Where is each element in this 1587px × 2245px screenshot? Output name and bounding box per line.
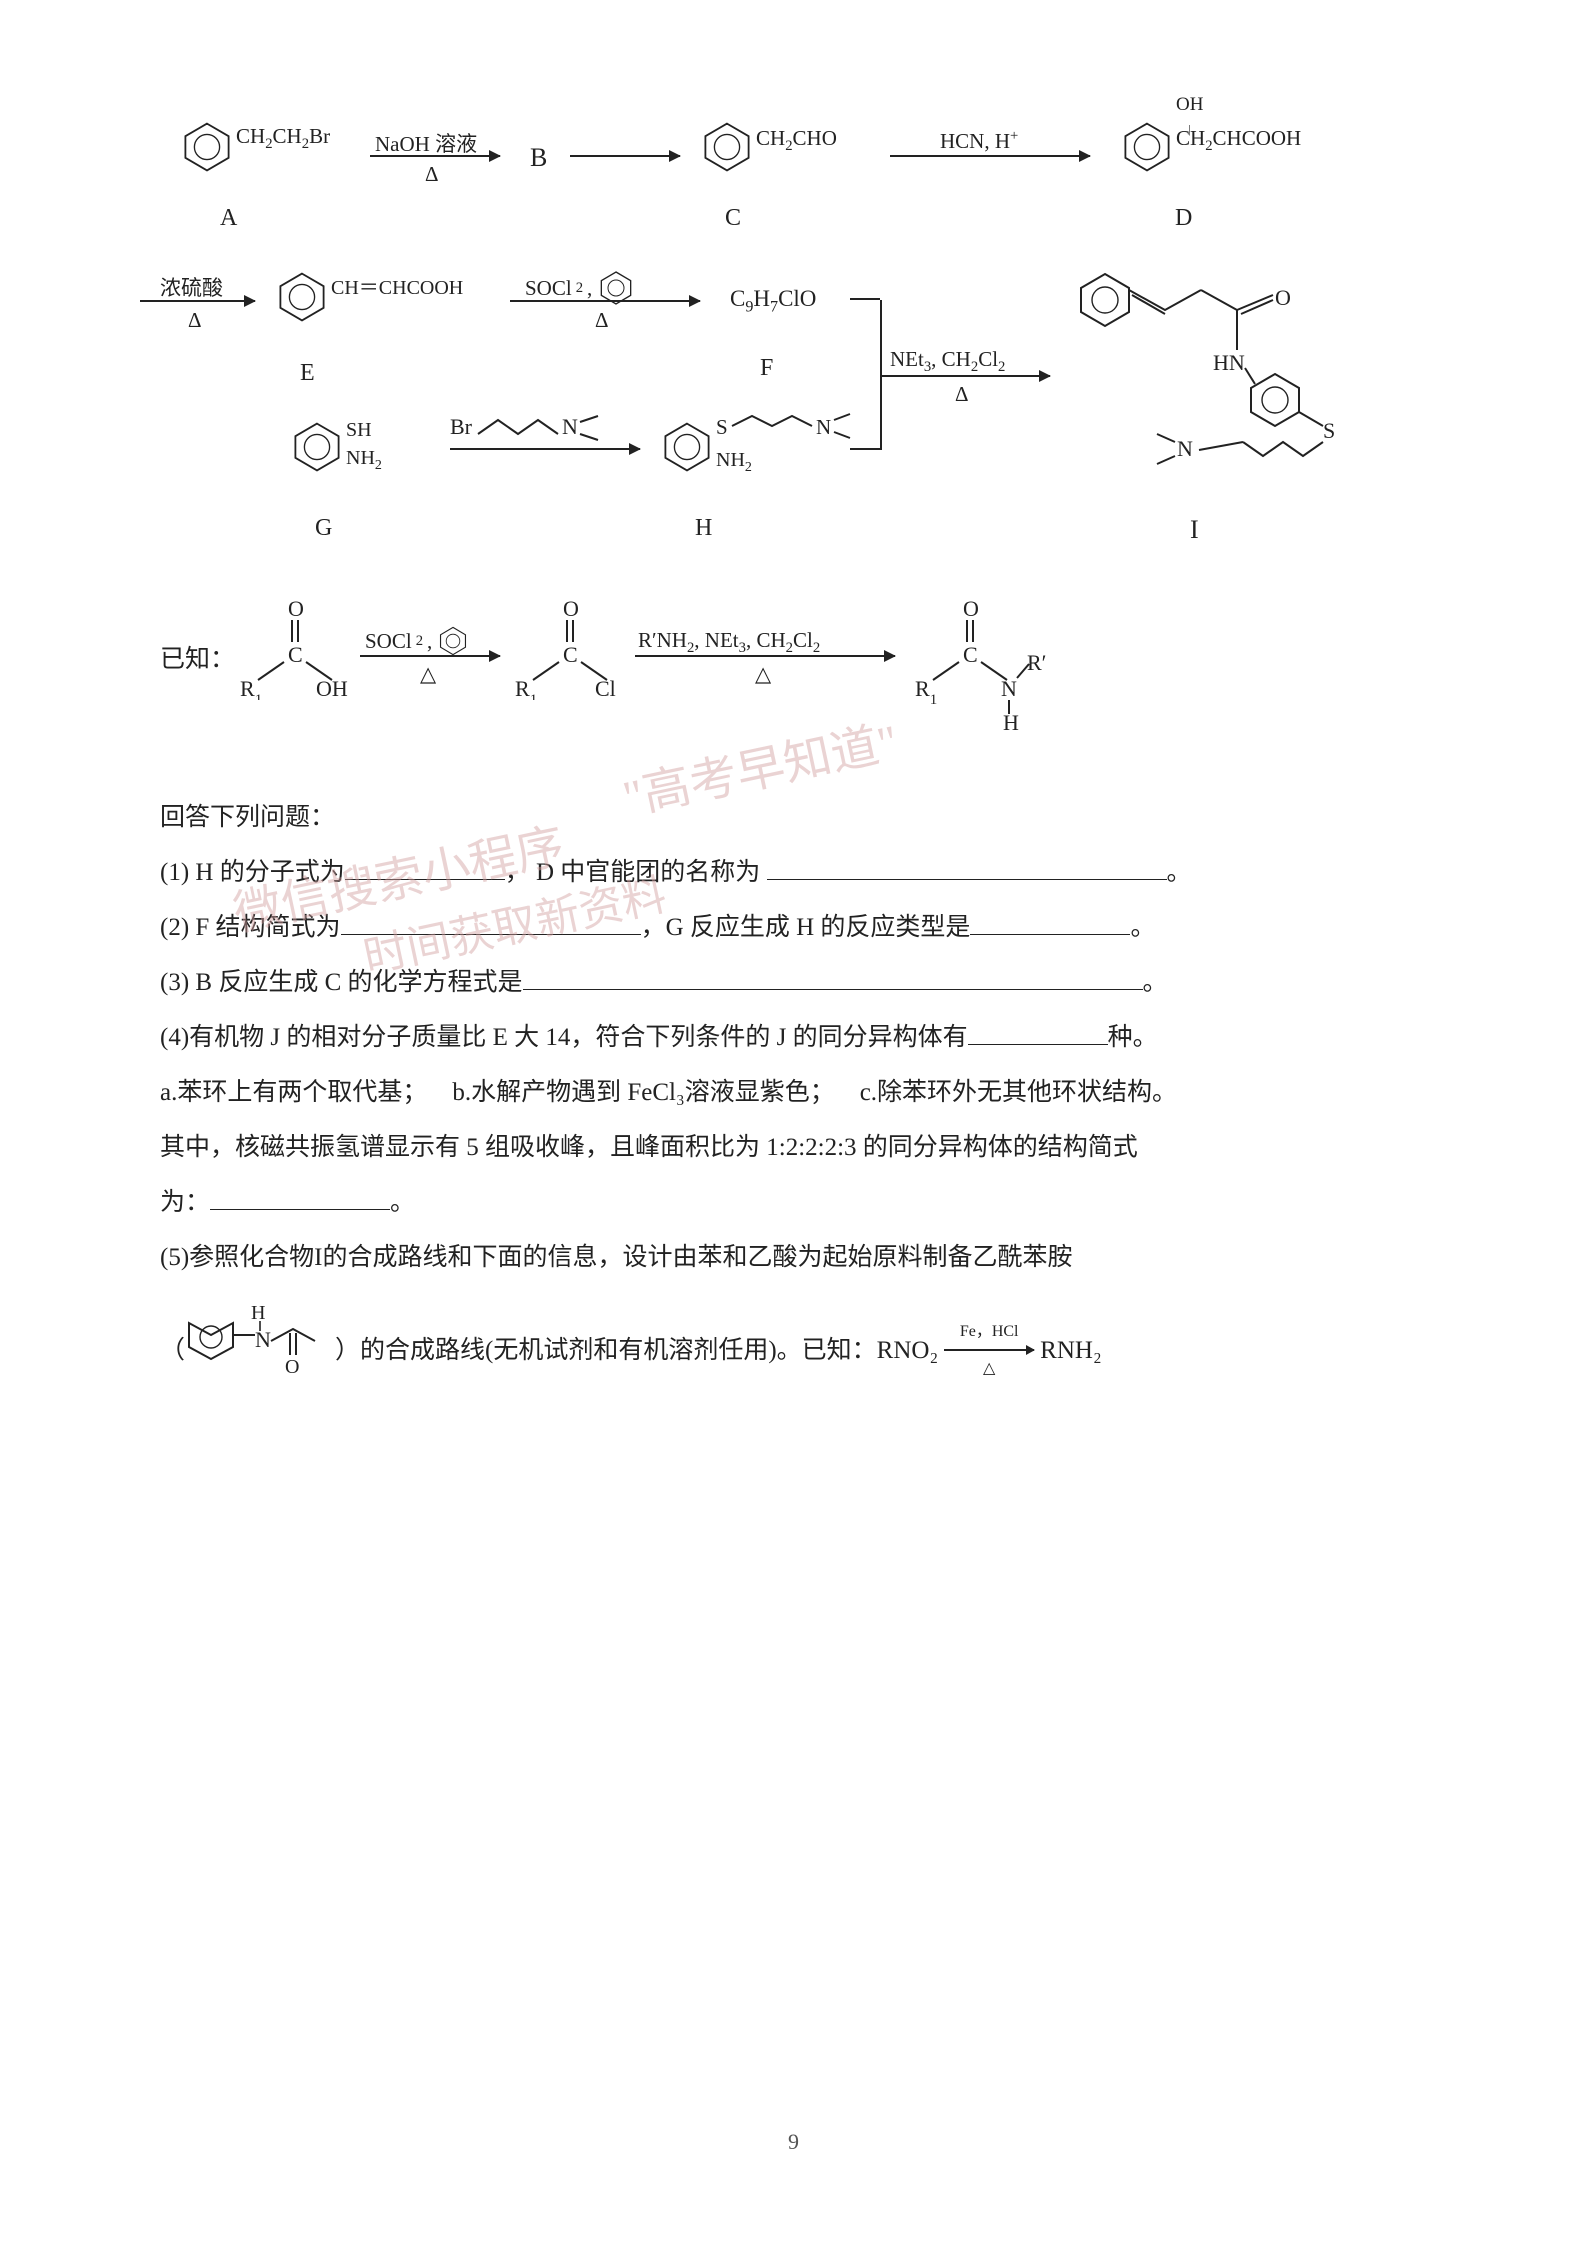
compound-E-structure: CH＝CHCOOH [275,270,329,324]
label-E: E [300,360,315,387]
arrow-FH-I-bot: Δ [955,382,969,407]
arrow-E-F-bot: Δ [595,308,609,333]
arrow-D-E-top: 浓硫酸 [160,272,223,302]
arrow-D-E-bot: Δ [188,308,202,333]
benzene-icon [660,420,714,474]
arrow-FH-I-top: NEt3, CH2Cl2 [890,347,1005,376]
q5-arrow: Fe，HCl △ [944,1314,1034,1386]
question-4a: (4)有机物 J 的相对分子质量比 E 大 14，符合下列条件的 J 的同分异构… [160,1010,1427,1065]
blank-q3[interactable] [523,962,1143,991]
svg-text:S: S [716,415,728,439]
arrow-C-D [890,155,1090,157]
benzene-icon [596,268,636,308]
compound-F-formula: C9H7ClO [730,285,816,317]
compound-C-structure: CH2CHO [700,120,754,174]
compound-H-structure: S N NH2 [660,420,714,474]
blank-q4[interactable] [968,1017,1108,1046]
svg-text:H: H [1003,710,1019,730]
arrow-G-H-top: Br N [450,412,630,442]
known-prefix: 已知： [160,645,235,675]
reagent-bromide-structure: Br N [450,412,630,442]
label-F: F [760,355,773,382]
blank-q2-2[interactable] [970,907,1130,936]
question-5a: (5)参照化合物I的合成路线和下面的信息，设计由苯和乙酸为起始原料制备乙酰苯胺 [160,1230,1427,1285]
acetanilide-structure: H N O [185,1305,335,1395]
svg-text:C: C [963,642,978,667]
label-C: C [725,205,741,232]
benzene-icon [275,270,329,324]
svg-text:O: O [288,600,304,621]
compound-I-structure: O HN S N [1065,250,1445,530]
arrow-G-H [450,448,640,450]
s-chain-structure: S N [716,412,876,442]
known-arrow-1-top: SOCl2, [365,624,470,658]
svg-text:N: N [1001,676,1017,701]
svg-text:O: O [1275,285,1291,310]
svg-text:C: C [288,642,303,667]
known-arrow-1-bot: △ [420,662,436,687]
svg-text:N: N [255,1327,271,1352]
page-number: 9 [0,2129,1587,2155]
known-arrow-2-bot: △ [755,662,771,687]
svg-text:O: O [963,600,979,621]
svg-text:O: O [285,1356,299,1378]
arrow-A-B-bot: Δ [425,162,439,187]
question-4d: 其中，核磁共振氢谱显示有 5 组吸收峰，且峰面积比为 1:2:2:2:3 的同分… [160,1120,1427,1175]
known-struct-1: O C R1 OH [240,600,350,700]
blank-q1-1[interactable] [345,852,505,881]
arrow-E-F-top: SOCl2, [525,268,636,308]
arrow-B-C [570,155,680,157]
known-struct-3: O C R1 N R′ H [915,600,1065,730]
compound-G-structure: SH NH2 [290,420,344,474]
svg-text:Br: Br [450,414,473,439]
label-D: D [1175,205,1192,232]
label-G: G [315,515,332,542]
arrow-C-D-top: HCN, H+ [940,128,1018,154]
known-arrow-2-top: R′NH2, NEt3, CH2Cl2 [638,628,820,657]
svg-text:OH: OH [316,676,348,700]
blank-q4e[interactable] [210,1182,390,1211]
question-3: (3) B 反应生成 C 的化学方程式是。 [160,955,1427,1010]
compound-A-structure: CH2CH2Br [180,120,234,174]
svg-text:N: N [1177,436,1193,461]
question-2: (2) F 结构简式为，G 反应生成 H 的反应类型是。 [160,900,1427,955]
benzene-icon [700,120,754,174]
label-H: H [695,515,712,542]
svg-text:C: C [563,642,578,667]
synthesis-scheme-main: CH2CH2Br A NaOH 溶液 Δ B CH2CHO C HCN, H+ [160,120,1420,560]
svg-text:N: N [562,414,578,439]
svg-text:Cl: Cl [595,676,616,700]
benzene-icon [1120,120,1174,174]
svg-text:H: H [251,1305,265,1324]
questions-intro: 回答下列问题： [160,790,1427,845]
benzene-icon [436,624,470,658]
question-4-opts: a.苯环上有两个取代基； b.水解产物遇到 FeCl₃溶液显紫色； c.除苯环外… [160,1065,1427,1120]
svg-text:O: O [563,600,579,621]
benzene-icon [180,120,234,174]
compound-B: B [530,142,547,173]
known-reaction-scheme: 已知： O C R1 OH SOCl2, △ [160,590,1420,760]
svg-text:N: N [816,415,831,439]
question-5-struct-line: （ H N O ）的合成路线(无机试剂和有机溶剂任用)。已知：RNO₂ Fe，H… [160,1305,1427,1395]
known-struct-2: O C R1 Cl [515,600,625,700]
blank-q1-2[interactable] [767,852,1167,881]
svg-text:R′: R′ [1027,650,1047,675]
svg-text:HN: HN [1213,350,1245,375]
compound-D-structure: OH| CH2CHCOOH [1120,120,1174,174]
question-4e: 为：。 [160,1175,1427,1230]
benzene-icon [290,420,344,474]
questions-block: 回答下列问题： (1) H 的分子式为， D 中官能团的名称为 。 (2) F … [160,790,1427,1395]
svg-text:R1: R1 [915,676,937,708]
question-1: (1) H 的分子式为， D 中官能团的名称为 。 [160,845,1427,900]
page-root: CH2CH2Br A NaOH 溶液 Δ B CH2CHO C HCN, H+ [0,0,1587,2245]
blank-q2-1[interactable] [341,907,641,936]
svg-text:S: S [1323,418,1335,443]
label-I: I [1190,515,1199,545]
arrow-A-B-top: NaOH 溶液 [375,128,477,158]
label-A: A [220,205,237,232]
